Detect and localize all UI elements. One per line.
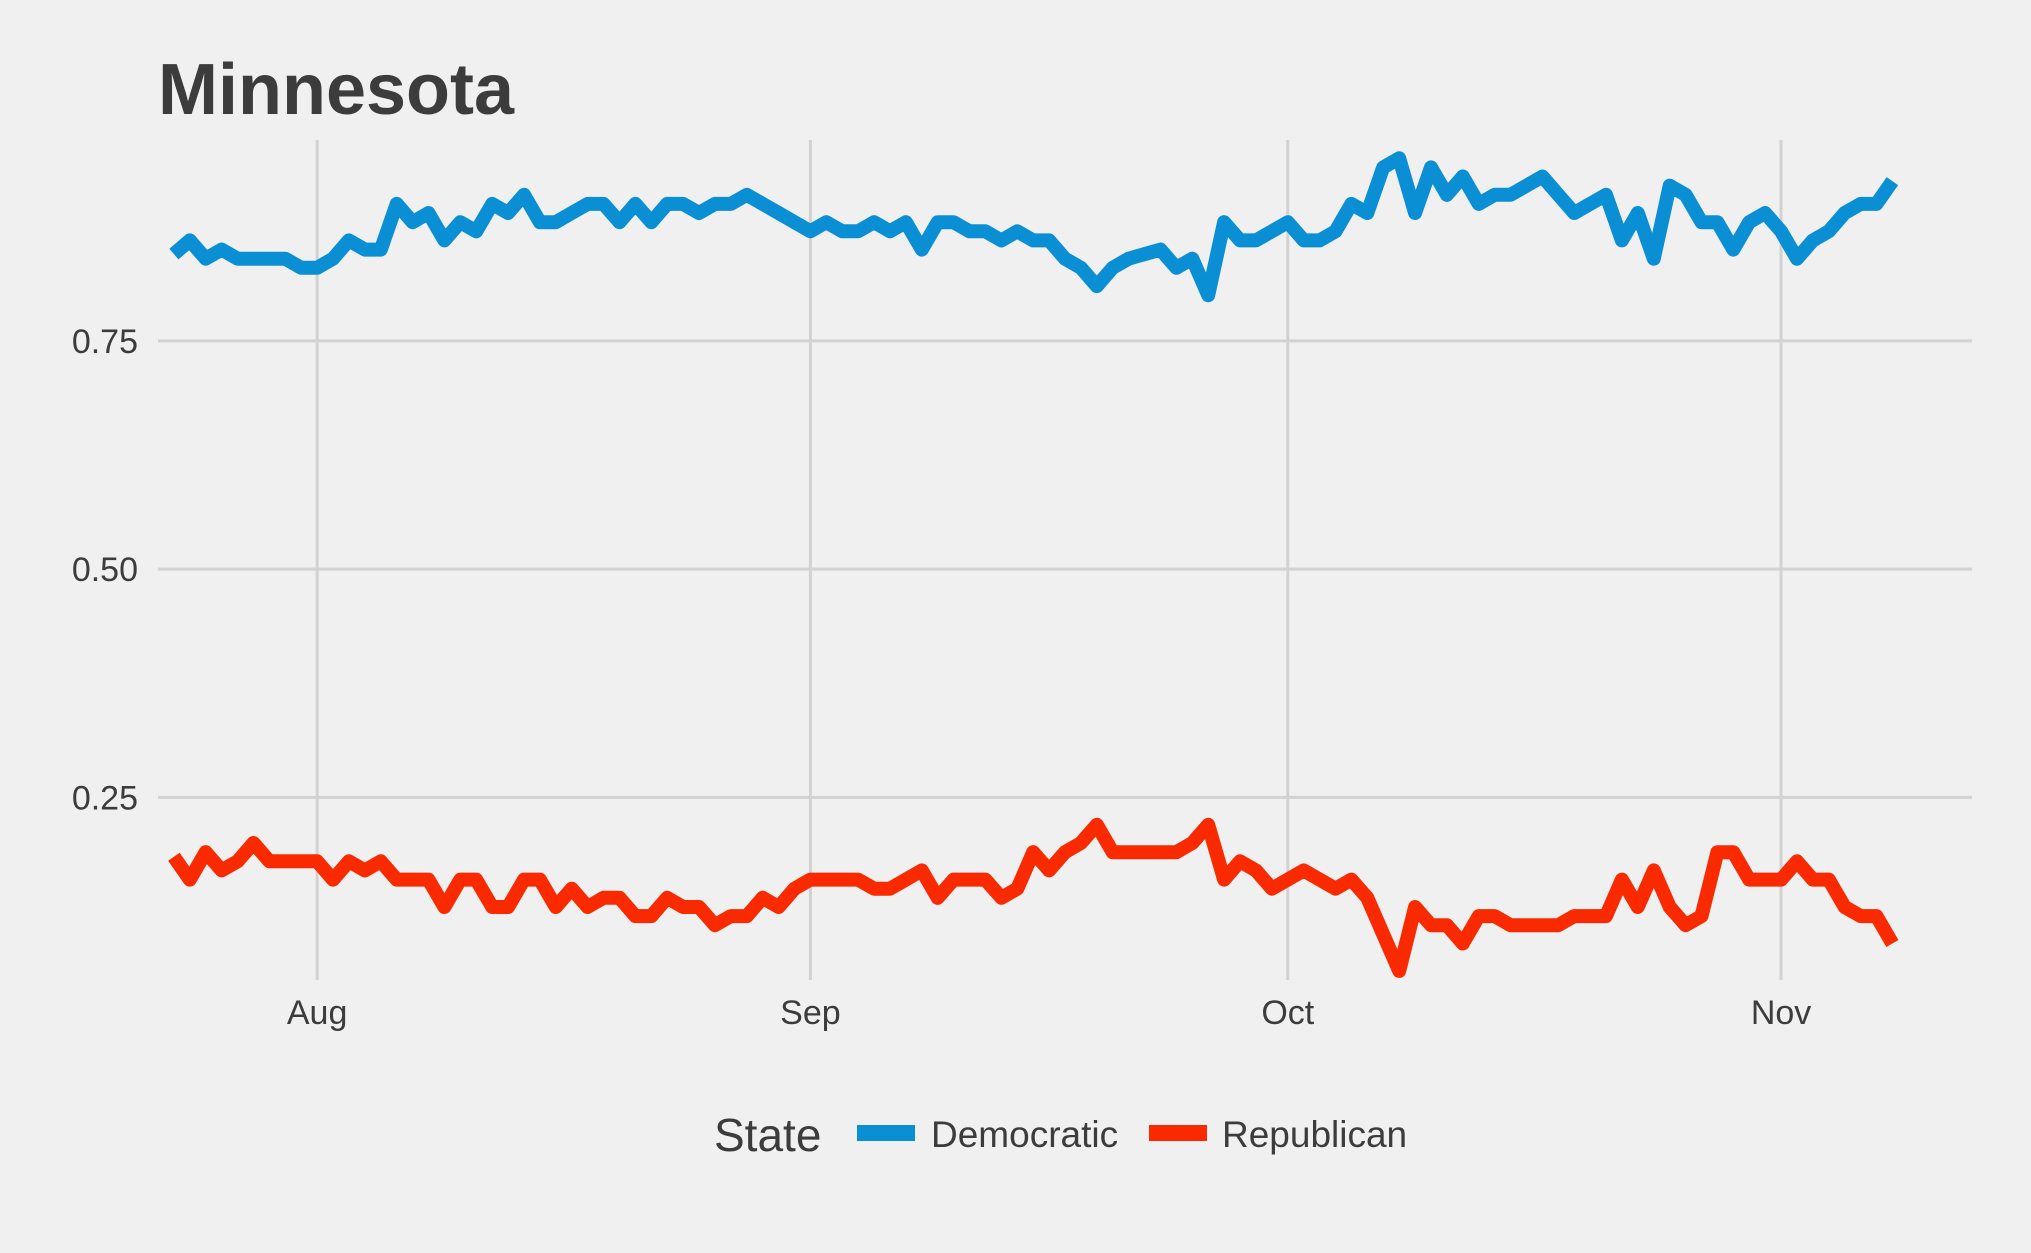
legend: State Democratic Republican <box>714 1109 1407 1161</box>
legend-items: Democratic Republican <box>857 1114 1407 1155</box>
legend-label-republican: Republican <box>1222 1114 1407 1155</box>
chart-title: Minnesota <box>158 50 515 130</box>
x-gridlines <box>315 140 1783 980</box>
series-lines <box>168 151 1899 978</box>
x-tick-label: Oct <box>1261 994 1314 1032</box>
series-line-republican <box>168 817 1899 978</box>
y-gridlines <box>158 339 1972 799</box>
y-tick-label: 0.50 <box>72 551 138 589</box>
x-tick-label: Sep <box>780 994 841 1032</box>
series-line-democratic <box>169 151 1899 303</box>
x-tick-labels: Aug Sep Oct Nov <box>287 994 1811 1032</box>
y-tick-label: 0.75 <box>72 323 138 361</box>
x-tick-label: Nov <box>1751 994 1811 1032</box>
legend-title: State <box>714 1109 821 1161</box>
legend-key-democratic <box>857 1125 915 1141</box>
legend-key-republican <box>1149 1125 1207 1141</box>
x-tick-label: Aug <box>287 994 348 1032</box>
legend-label-democratic: Democratic <box>931 1114 1118 1155</box>
y-tick-label: 0.25 <box>72 779 138 817</box>
y-tick-labels: 0.25 0.50 0.75 <box>72 323 138 818</box>
